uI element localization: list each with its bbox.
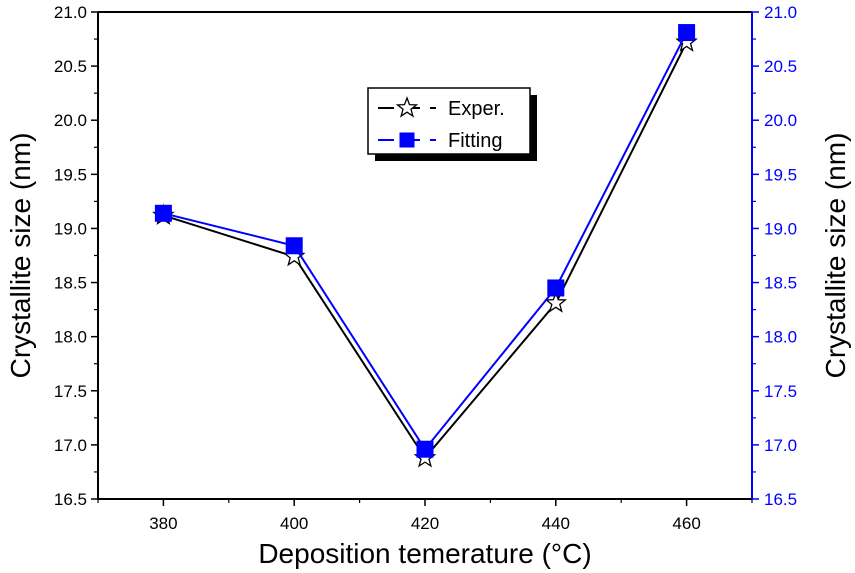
left-y-tick-label: 17.0 [54, 436, 87, 455]
right-y-tick-label: 19.0 [764, 219, 797, 238]
right-y-tick-label: 17.5 [764, 382, 797, 401]
left-y-tick-label: 16.5 [54, 490, 87, 509]
x-tick-label: 420 [411, 514, 439, 533]
right-y-tick-label: 18.5 [764, 274, 797, 293]
right-y-tick-label: 21.0 [764, 3, 797, 22]
left-y-tick-label: 18.0 [54, 328, 87, 347]
x-tick-label: 400 [280, 514, 308, 533]
x-tick-label: 440 [542, 514, 570, 533]
legend: Exper. Fitting [367, 87, 537, 161]
left-y-tick-label: 20.5 [54, 57, 87, 76]
right-y-axis-title: Crystallite size (nm) [820, 133, 851, 379]
right-y-tick-label: 20.5 [764, 57, 797, 76]
data-point-square [285, 237, 303, 255]
legend-items [378, 96, 436, 148]
left-y-axis-title: Crystallite size (nm) [5, 133, 36, 379]
series-fitting [154, 24, 696, 458]
right-y-tick-label: 18.0 [764, 328, 797, 347]
data-point-square [547, 279, 565, 297]
left-y-tick-label: 20.0 [54, 111, 87, 130]
left-y-tick-label: 18.5 [54, 274, 87, 293]
right-y-tick-label: 19.5 [764, 165, 797, 184]
legend-square-marker [399, 132, 415, 148]
data-point-square [416, 440, 434, 458]
right-y-tick-label: 17.0 [764, 436, 797, 455]
right-y-tick-label: 20.0 [764, 111, 797, 130]
legend-label-exper: Exper. [448, 98, 505, 120]
legend-label-fitting: Fitting [448, 130, 502, 152]
data-point-star [544, 291, 568, 313]
left-y-tick-label: 19.0 [54, 219, 87, 238]
left-y-tick-label: 17.5 [54, 382, 87, 401]
x-tick-label: 460 [672, 514, 700, 533]
data-point-square [678, 24, 696, 42]
series-layer [152, 24, 698, 468]
right-y-tick-label: 16.5 [764, 490, 797, 509]
data-point-square [154, 204, 172, 222]
x-tick-label: 380 [149, 514, 177, 533]
left-y-tick-label: 21.0 [54, 3, 87, 22]
legend-star-marker [395, 96, 419, 118]
ticks: 16.5 16.5 17.0 17.0 17.5 17.5 18.0 18.0 18.5 18.5… [54, 3, 797, 533]
left-y-tick-label: 19.5 [54, 165, 87, 184]
axes [97, 11, 753, 500]
legend-box [367, 87, 531, 155]
x-axis-title: Deposition temerature (°C) [258, 538, 591, 569]
